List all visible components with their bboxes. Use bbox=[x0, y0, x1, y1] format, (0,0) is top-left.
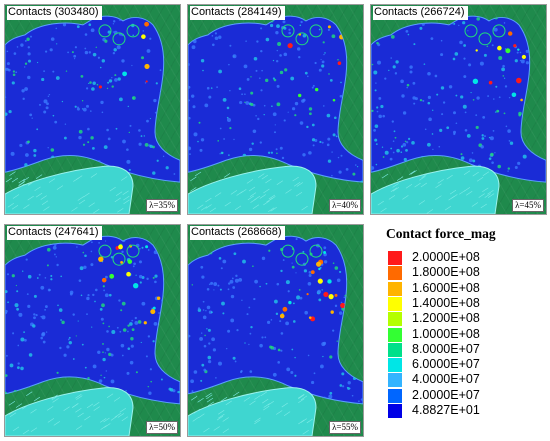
legend-swatch bbox=[388, 327, 402, 342]
legend-swatch bbox=[388, 281, 402, 296]
cyan-roller bbox=[371, 165, 500, 214]
contact-panel-lambda-45: Contacts (266724) λ=45% bbox=[370, 4, 547, 215]
particle-field-image bbox=[5, 15, 180, 214]
cyan-roller bbox=[5, 165, 134, 214]
particle-region bbox=[188, 235, 363, 405]
force-legend: Contact force_mag 2.0000E+08 1.8000E+08 1.… bbox=[382, 226, 548, 418]
cyan-roller bbox=[188, 165, 317, 214]
legend-label: 1.6000E+08 bbox=[412, 280, 480, 295]
particle-field-image bbox=[188, 235, 363, 436]
particle-region bbox=[188, 15, 363, 183]
legend-swatch bbox=[388, 251, 402, 265]
lambda-label: λ=55% bbox=[329, 421, 361, 434]
legend-label: 6.0000E+07 bbox=[412, 357, 480, 372]
contact-panel-lambda-50: Contacts (247641) λ=50% bbox=[4, 224, 181, 437]
legend-swatch bbox=[388, 312, 402, 327]
legend-label: 8.0000E+07 bbox=[412, 341, 480, 356]
panel-title: Contacts (284149) bbox=[190, 6, 285, 20]
particle-field-image bbox=[5, 235, 180, 436]
panel-title: Contacts (266724) bbox=[373, 6, 468, 20]
legend-label: 1.2000E+08 bbox=[412, 311, 480, 326]
lambda-label: λ=40% bbox=[329, 199, 361, 212]
particle-region bbox=[5, 15, 180, 183]
legend-label: 4.0000E+07 bbox=[412, 372, 480, 387]
contact-panel-lambda-35: Contacts (303480) λ=35% bbox=[4, 4, 181, 215]
legend-label: 1.0000E+08 bbox=[412, 326, 480, 341]
legend-label: 2.0000E+07 bbox=[412, 387, 480, 402]
lambda-label: λ=45% bbox=[512, 199, 544, 212]
lambda-label: λ=50% bbox=[146, 421, 178, 434]
legend-label: 4.8827E+01 bbox=[412, 403, 480, 417]
legend-swatch bbox=[388, 358, 402, 373]
legend-swatch bbox=[388, 388, 402, 403]
legend-title: Contact force_mag bbox=[386, 226, 496, 241]
legend-swatch bbox=[388, 404, 402, 418]
panel-title: Contacts (268668) bbox=[190, 226, 285, 240]
lambda-label: λ=35% bbox=[146, 199, 178, 212]
cyan-roller bbox=[5, 387, 134, 436]
particle-region bbox=[5, 235, 180, 405]
panel-title: Contacts (303480) bbox=[7, 6, 102, 20]
particle-region bbox=[371, 15, 546, 183]
particle-field-image bbox=[188, 15, 363, 214]
particle-field-image bbox=[371, 15, 546, 214]
cyan-roller bbox=[188, 387, 317, 436]
legend-swatch bbox=[388, 266, 402, 281]
panel-title: Contacts (247641) bbox=[7, 226, 102, 240]
legend-label: 1.4000E+08 bbox=[412, 295, 480, 310]
legend-label: 2.0000E+08 bbox=[412, 250, 480, 264]
contact-panel-lambda-55: Contacts (268668) λ=55% bbox=[187, 224, 364, 437]
contact-panel-lambda-40: Contacts (284149) λ=40% bbox=[187, 4, 364, 215]
legend-label: 1.8000E+08 bbox=[412, 265, 480, 280]
legend-swatch bbox=[388, 296, 402, 311]
legend-swatch bbox=[388, 342, 402, 357]
legend-swatch bbox=[388, 373, 402, 388]
